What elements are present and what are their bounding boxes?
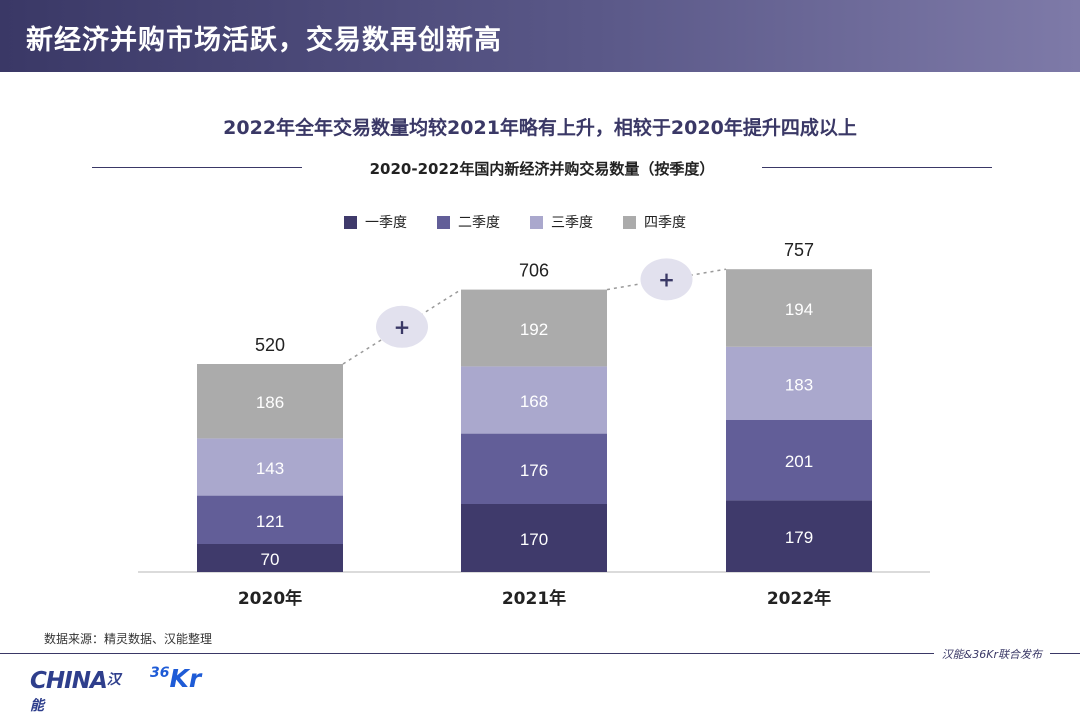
total-label: 520 <box>255 335 285 355</box>
growth-connector <box>606 268 727 291</box>
growth-marker-plus: + <box>658 267 675 291</box>
growth-connector <box>342 288 462 365</box>
bar-2022年-q1 <box>726 500 872 572</box>
legend-label-q1: 一季度 <box>365 215 407 231</box>
bar-value-label: 176 <box>520 461 548 480</box>
bar-value-label: 70 <box>261 550 280 569</box>
hanneng-logo-text: HINA <box>45 668 108 694</box>
bar-2021年-q2 <box>461 433 607 504</box>
bar-value-label: 168 <box>520 392 548 411</box>
bar-2021年-q4 <box>461 289 607 367</box>
legend-swatch-q2 <box>437 215 450 229</box>
footer-divider <box>0 653 1080 654</box>
bar-2020年-q2 <box>197 495 343 544</box>
total-label: 706 <box>519 261 549 281</box>
headline: 2022年全年交易数量均较2021年略有上升，相较于2020年提升四成以上 <box>223 117 857 139</box>
growth-marker-icon <box>376 305 428 348</box>
chart-legend: 一季度 二季度 三季度 四季度 <box>344 212 686 232</box>
bar-value-label: 201 <box>785 452 813 471</box>
subtitle-rule-left <box>92 167 302 168</box>
bar-2022年-q4 <box>726 269 872 347</box>
bar-2020年-q1 <box>197 544 343 572</box>
legend-label-q4: 四季度 <box>644 215 686 231</box>
growth-marker-icon <box>640 258 693 301</box>
legend-swatch-q4 <box>623 215 636 229</box>
36kr-logo: 36Kr <box>150 664 201 693</box>
legend-item-q2: 二季度 <box>437 212 500 232</box>
x-tick-label: 2021年 <box>502 588 566 609</box>
legend-item-q3: 三季度 <box>530 212 593 232</box>
bar-2021年-q1 <box>461 504 607 572</box>
total-label: 757 <box>784 240 814 260</box>
bar-2022年-q3 <box>726 346 872 420</box>
chart-title: 2020-2022年国内新经济并购交易数量（按季度） <box>369 160 715 178</box>
legend-label-q3: 三季度 <box>551 215 593 231</box>
legend-swatch-q1 <box>344 215 357 229</box>
bar-2021年-q3 <box>461 366 607 434</box>
bar-2022年-q2 <box>726 420 872 501</box>
bar-value-label: 192 <box>520 320 548 339</box>
header-banner: 新经济并购市场活跃，交易数再创新高 <box>0 0 1080 72</box>
x-tick-label: 2022年 <box>767 588 831 609</box>
hanneng-logo: CHINA汉能 <box>30 668 121 714</box>
bar-2020年-q3 <box>197 438 343 496</box>
legend-label-q2: 二季度 <box>458 215 500 231</box>
bar-2020年-q4 <box>197 364 343 439</box>
legend-item-q1: 一季度 <box>344 212 407 232</box>
bar-value-label: 186 <box>256 393 284 412</box>
subtitle-rule-right <box>762 167 992 168</box>
chart-subtitle-row: 2020-2022年国内新经济并购交易数量（按季度） <box>92 156 992 180</box>
x-tick-label: 2020年 <box>238 588 302 609</box>
footer-publisher-note: 汉能&36Kr联合发布 <box>933 646 1050 662</box>
data-source-note: 数据来源：精灵数据、汉能整理 <box>44 632 213 646</box>
growth-marker-plus: + <box>394 315 411 339</box>
36kr-logo-num: 36 <box>150 665 170 681</box>
bar-value-label: 170 <box>520 530 548 549</box>
bar-value-label: 194 <box>785 300 813 319</box>
page-title: 新经济并购市场活跃，交易数再创新高 <box>26 25 502 56</box>
hanneng-logo-cn: 汉能 <box>30 672 121 714</box>
36kr-logo-text: Kr <box>169 664 202 693</box>
legend-item-q4: 四季度 <box>623 212 686 232</box>
legend-swatch-q3 <box>530 215 543 229</box>
bar-value-label: 179 <box>785 528 813 547</box>
bar-value-label: 121 <box>256 512 284 531</box>
bar-value-label: 183 <box>785 375 813 394</box>
bar-value-label: 143 <box>256 459 284 478</box>
